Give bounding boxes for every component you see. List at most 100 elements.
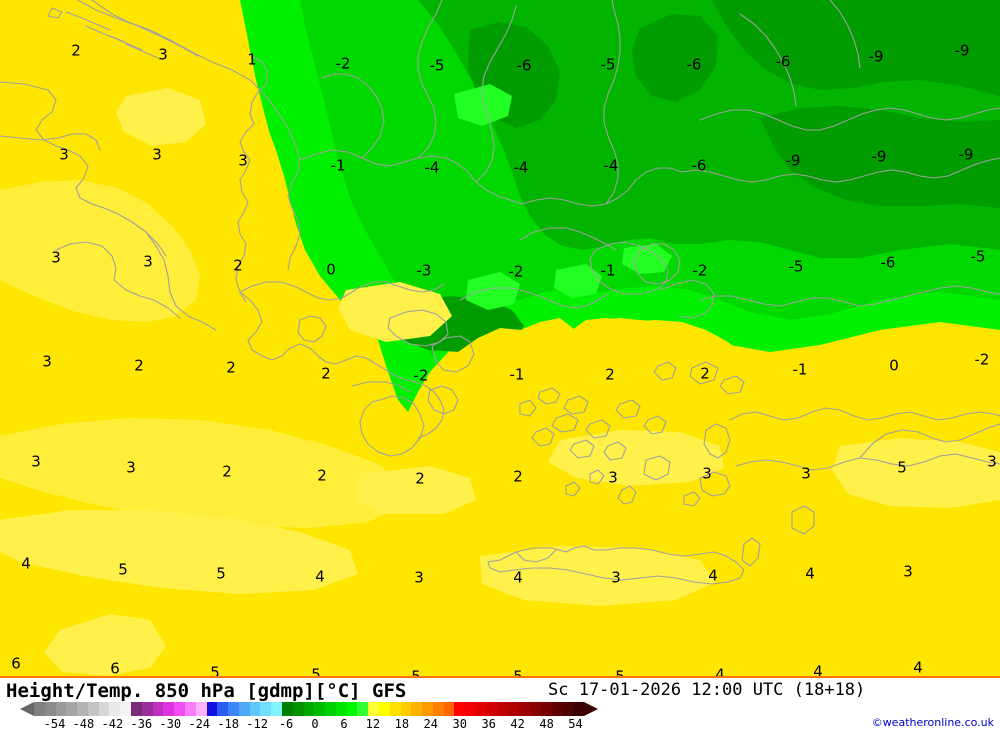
temperature-value-label: 5 <box>311 665 321 676</box>
color-scale-swatch <box>163 702 175 716</box>
temperature-value-label: 2 <box>317 466 327 485</box>
temperature-value-label: 3 <box>702 464 712 483</box>
temperature-value-label: 3 <box>51 248 61 267</box>
chart-title: Height/Temp. 850 hPa [gdmp][°C] GFS <box>6 680 407 702</box>
color-scale-swatch <box>271 702 282 716</box>
border-balkan-7 <box>603 0 621 205</box>
color-scale-tick: -18 <box>217 717 239 731</box>
temperature-value-label: -9 <box>958 145 974 164</box>
island-aegean-3 <box>551 413 579 433</box>
shade-green-darker-d <box>632 14 718 102</box>
color-scale-swatch <box>174 702 185 716</box>
color-scale-swatches <box>34 702 584 716</box>
color-scale-arrow-right <box>584 702 598 716</box>
coast-turkey-west <box>729 407 1000 421</box>
border-anatolia-3 <box>659 279 715 319</box>
border-balkan-3 <box>417 0 443 159</box>
temperature-value-label: 4 <box>813 662 823 676</box>
temperature-value-label: 3 <box>414 568 424 587</box>
coast-turkey-south <box>735 453 1000 471</box>
border-nw-4 <box>55 241 117 281</box>
copyright-credit: ©weatheronline.co.uk <box>871 716 994 729</box>
shade-yellow-light-g <box>44 614 166 676</box>
color-scale-swatch <box>228 702 239 716</box>
color-scale-swatch <box>206 702 218 716</box>
color-scale-bar[interactable] <box>20 702 598 716</box>
color-scale-swatch <box>389 702 401 716</box>
coast-thessaly <box>387 309 449 347</box>
island-santorini <box>617 485 637 505</box>
coast-italy-east <box>91 0 301 271</box>
color-scale-swatch <box>562 702 574 716</box>
coast-island-strip-3 <box>109 35 143 51</box>
island-naxos <box>643 455 671 481</box>
coast-north-aegean <box>459 287 609 309</box>
temperature-value-label: -9 <box>785 151 801 170</box>
color-scale-swatch <box>184 702 196 716</box>
color-scale-swatch <box>120 702 132 716</box>
temperature-value-label: 5 <box>615 669 625 676</box>
coast-attica <box>427 385 459 415</box>
color-scale-swatch <box>346 702 358 716</box>
color-scale-swatch <box>540 702 552 716</box>
color-scale-swatch <box>379 702 390 716</box>
color-scale-swatch <box>44 702 56 716</box>
temperature-shading-layer <box>0 0 1000 676</box>
shade-yellow-light-b <box>0 418 404 528</box>
coast-thrace <box>519 227 617 251</box>
shade-yellow-light-h <box>354 466 476 514</box>
temperature-value-label: -6 <box>516 56 532 75</box>
temperature-value-label: 0 <box>889 356 899 375</box>
island-small-a <box>589 469 605 485</box>
temperature-value-label: -2 <box>413 366 429 385</box>
temperature-value-label: -2 <box>692 261 708 280</box>
temperature-value-label: -6 <box>691 156 707 175</box>
coast-greece-gulf <box>351 381 411 393</box>
coast-balkan-west <box>235 55 269 303</box>
temperature-value-label: -9 <box>871 147 887 166</box>
island-rhodes <box>791 505 815 535</box>
temperature-value-label: 3 <box>611 568 621 587</box>
temperature-value-label: -4 <box>424 158 440 177</box>
color-scale-swatch <box>573 702 584 716</box>
border-balkan-5 <box>521 167 683 207</box>
temperature-value-label: -6 <box>880 253 896 272</box>
temperature-value-label: -5 <box>788 257 804 276</box>
shade-yellow-light-i <box>0 510 358 594</box>
island-aegean-2 <box>563 395 589 415</box>
map-canvas[interactable]: 2 3 1 -2 -5 -6 -5 -6 -6 -9 -9 3 3 3 -1 -4 -4 -4 -6 -9 -9 -9 3 3… <box>0 0 1000 676</box>
coast-euboea <box>431 335 475 373</box>
shade-yellow-light-d <box>338 282 452 342</box>
temperature-value-label: 6 <box>11 654 21 673</box>
temperature-value-label: -5 <box>429 56 445 75</box>
color-scale-tick: 24 <box>423 717 439 731</box>
temperature-value-label: 4 <box>315 567 325 586</box>
temperature-value-label: 6 <box>110 659 120 676</box>
temperature-value-label: 2 <box>134 356 144 375</box>
color-scale-swatch <box>281 702 293 716</box>
color-scale-swatch <box>238 702 250 716</box>
color-scale-swatch <box>195 702 207 716</box>
color-scale-tick: -48 <box>72 717 95 731</box>
temperature-value-label: 3 <box>42 352 52 371</box>
color-scale-swatch <box>400 702 412 716</box>
coastline-layer <box>0 0 1000 585</box>
color-scale-swatch <box>34 702 45 716</box>
border-black-sea <box>699 107 1000 131</box>
temperature-value-label: -1 <box>600 261 616 280</box>
temperature-value-label: -2 <box>508 262 524 281</box>
color-scale-swatch <box>476 702 487 716</box>
temperature-value-label: -5 <box>600 55 616 74</box>
coast-greece-main <box>239 291 445 439</box>
color-scale-swatch <box>303 702 315 716</box>
island-small-b <box>565 481 581 497</box>
color-scale-swatch <box>335 702 347 716</box>
border-np-2 <box>829 0 861 69</box>
temperature-value-label: 5 <box>118 560 128 579</box>
island-aegean-10 <box>519 399 537 417</box>
coast-peloponnese <box>359 395 425 457</box>
color-scale-swatch <box>529 702 541 716</box>
color-scale-tick: 0 <box>311 717 319 731</box>
color-scale-swatch <box>325 702 336 716</box>
temperature-value-label: 3 <box>158 45 168 64</box>
